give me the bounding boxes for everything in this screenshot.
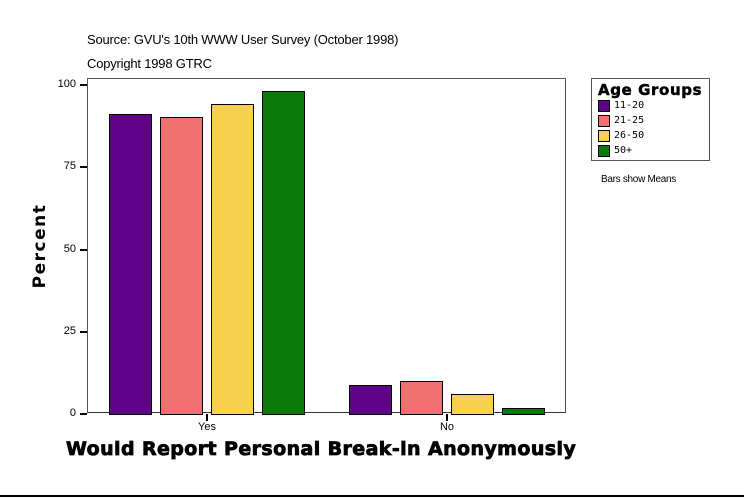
y-tick: [80, 248, 87, 251]
bar-no-26-50: [451, 394, 494, 415]
legend-item: 50+: [598, 144, 632, 157]
legend-label: 26-50: [614, 130, 645, 141]
bar-yes-26-50: [211, 104, 254, 415]
x-tick-label: No: [439, 421, 455, 433]
legend-label: 21-25: [614, 115, 645, 126]
bar-yes-50plus: [262, 91, 305, 415]
y-axis-title: Percent: [30, 203, 50, 289]
bars-show-means-note: Bars show Means: [601, 174, 676, 185]
y-tick: [80, 330, 87, 333]
bar-yes-21-25: [160, 117, 203, 415]
legend-swatch-icon: [598, 144, 610, 157]
y-tick: [80, 84, 87, 86]
legend: Age Groups 11-20 21-25 26-50 50+: [591, 78, 710, 161]
x-tick: [206, 414, 208, 421]
y-tick-label: 0: [69, 407, 76, 419]
bottom-divider: [0, 495, 744, 497]
bar-no-50plus: [502, 408, 545, 415]
bar-yes-11-20: [109, 114, 152, 415]
x-tick: [446, 414, 448, 421]
y-tick-label: 100: [57, 78, 76, 90]
legend-item: 11-20: [598, 99, 644, 112]
y-tick-label: 25: [63, 324, 76, 337]
y-tick: [80, 413, 87, 415]
y-tick-label: 50: [63, 242, 76, 255]
y-tick-label: 75: [63, 160, 76, 173]
legend-swatch-icon: [598, 129, 610, 142]
y-tick: [80, 166, 87, 169]
legend-swatch-icon: [598, 99, 610, 112]
copyright-caption: Copyright 1998 GTRC: [87, 56, 212, 71]
bar-no-21-25: [400, 381, 443, 415]
legend-item: 26-50: [598, 129, 644, 142]
legend-swatch-icon: [598, 114, 610, 127]
legend-item: 21-25: [598, 114, 644, 127]
legend-title: Age Groups: [598, 81, 703, 100]
x-tick-label: Yes: [198, 421, 216, 433]
source-caption: Source: GVU's 10th WWW User Survey (Octo…: [87, 32, 399, 47]
legend-label: 50+: [614, 145, 633, 156]
x-axis-title: Would Report Personal Break-in Anonymous…: [66, 438, 577, 461]
bar-no-11-20: [349, 385, 392, 415]
legend-label: 11-20: [614, 100, 645, 111]
plot-area: [87, 78, 566, 413]
